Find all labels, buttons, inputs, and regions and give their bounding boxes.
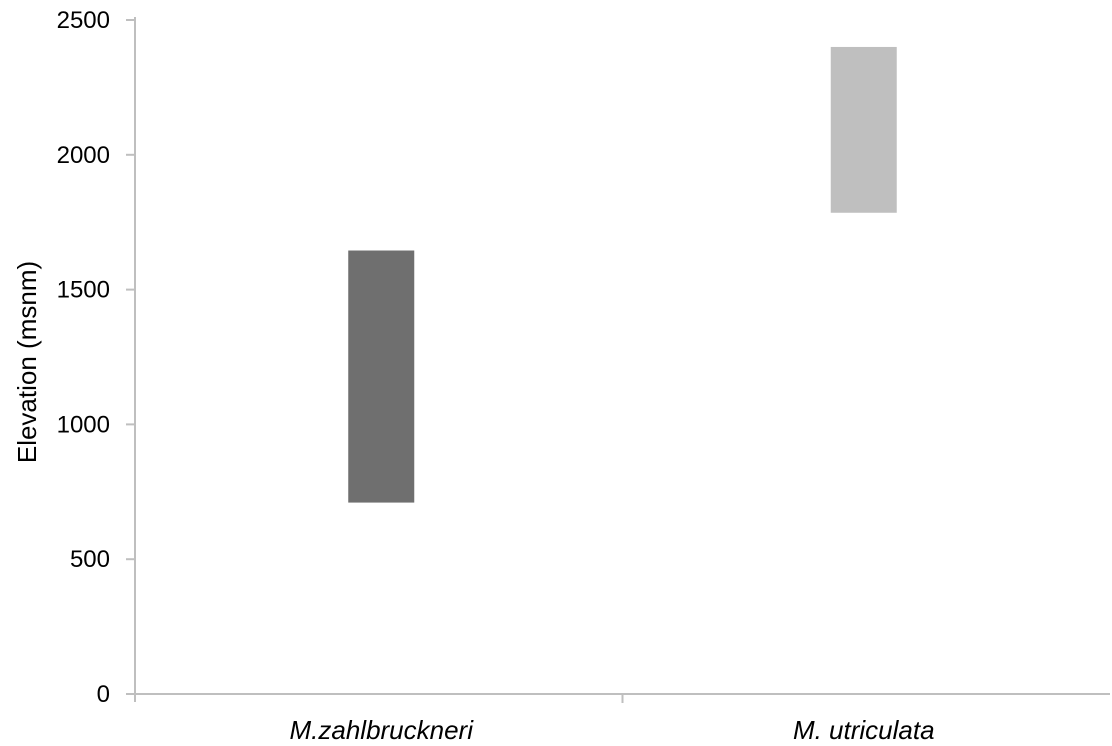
range-bars: [348, 46, 897, 503]
y-tick-label: 2500: [57, 7, 110, 34]
x-category-label: M.zahlbruckneri: [289, 715, 474, 745]
y-tick-label: 2000: [57, 142, 110, 169]
y-tick-labels: 0 500 1000 1500 2000 2500: [57, 7, 110, 708]
x-category-label: M. utriculata: [793, 715, 935, 745]
y-tick-label: 0: [97, 681, 110, 708]
y-axis-title: Elevation (msnm): [12, 261, 42, 463]
range-bar: [830, 46, 897, 213]
category-labels: M.zahlbruckneri M. utriculata: [289, 715, 934, 745]
y-tick-label: 1500: [57, 277, 110, 304]
y-tick-label: 500: [70, 546, 110, 573]
range-bar: [348, 250, 415, 503]
axes: [126, 17, 1110, 703]
y-tick-label: 1000: [57, 411, 110, 438]
